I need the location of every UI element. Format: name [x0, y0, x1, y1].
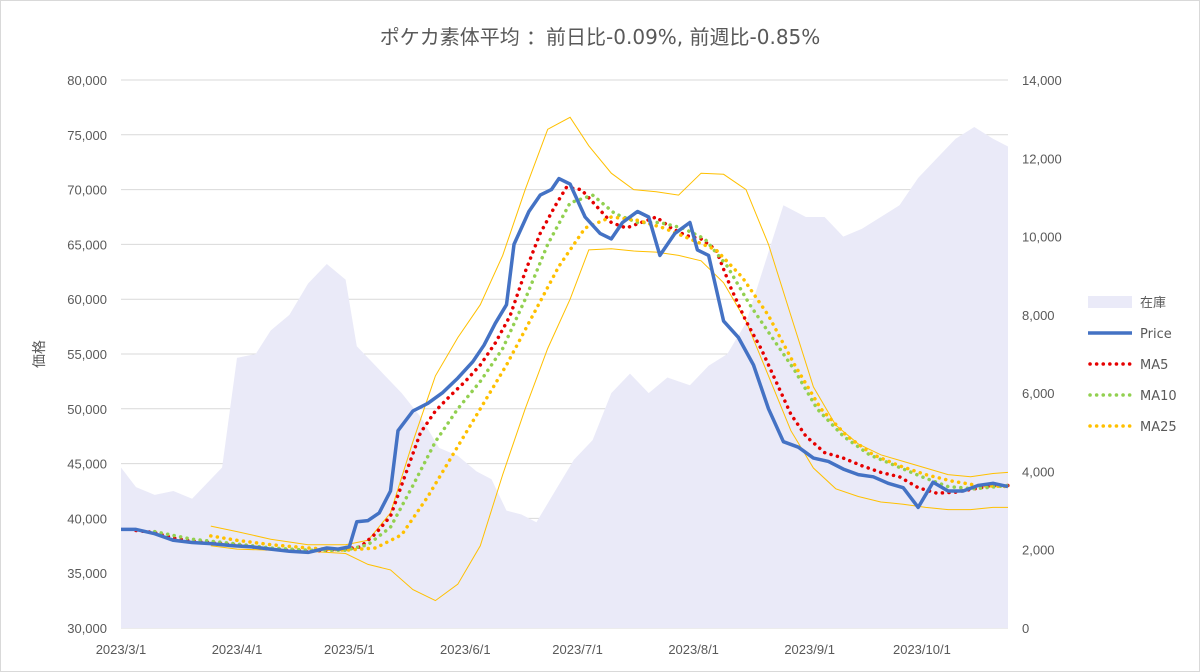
price-layer — [121, 176, 1009, 555]
y-tick-label: 30,000 — [67, 621, 107, 636]
y-tick-label: 45,000 — [67, 457, 107, 472]
x-tick-label: 2023/7/1 — [552, 642, 603, 657]
y2-tick-label: 14,000 — [1022, 73, 1062, 88]
x-tick-label: 2023/8/1 — [668, 642, 719, 657]
right-axis-ticks: 14,000 12,000 10,000 8,000 6,000 4,000 2,000 0 — [1022, 73, 1062, 636]
y2-tick-label: 4,000 — [1022, 464, 1055, 479]
series-band-line — [210, 248, 1008, 602]
x-tick-label: 2023/6/1 — [440, 642, 491, 657]
series-price-line — [121, 176, 1009, 555]
y-tick-label: 55,000 — [67, 347, 107, 362]
y2-tick-label: 6,000 — [1022, 386, 1055, 401]
y-tick-label: 65,000 — [67, 237, 107, 252]
y-tick-label: 80,000 — [67, 73, 107, 88]
y-tick-label: 75,000 — [67, 128, 107, 143]
y-tick-label: 60,000 — [67, 292, 107, 307]
chart-title: ポケカ素体平均 ：前日比-0.09%, 前週比-0.85% — [380, 25, 821, 49]
x-tick-label: 2023/4/1 — [212, 642, 263, 657]
band-layer — [210, 116, 1009, 602]
series-inventory-area — [121, 127, 1008, 628]
legend-label: Price — [1140, 327, 1172, 342]
x-tick-label: 2023/10/1 — [893, 642, 951, 657]
y2-tick-label: 10,000 — [1022, 230, 1062, 245]
y2-tick-label: 0 — [1022, 621, 1029, 636]
legend-label: MA5 — [1140, 358, 1168, 373]
x-tick-label: 2023/5/1 — [324, 642, 375, 657]
y-tick-label: 40,000 — [67, 511, 107, 526]
legend-label: 在庫 — [1140, 296, 1166, 311]
y-tick-label: 35,000 — [67, 566, 107, 581]
legend-label: MA25 — [1140, 420, 1177, 435]
series-ma25-line — [209, 215, 1010, 552]
y2-tick-label: 8,000 — [1022, 308, 1055, 323]
x-tick-label: 2023/9/1 — [784, 642, 835, 657]
series-band-line — [210, 116, 1009, 546]
y-axis-label: 価格 — [32, 340, 48, 368]
legend-label: MA10 — [1140, 389, 1177, 404]
y2-tick-label: 2,000 — [1022, 543, 1055, 558]
x-axis-ticks: 2023/3/1 2023/4/1 2023/5/1 2023/6/1 2023/7/1… — [96, 642, 951, 657]
legend: 在庫 Price MA5 MA10 MA25 — [1088, 296, 1177, 435]
y-tick-label: 70,000 — [67, 183, 107, 198]
y2-tick-label: 12,000 — [1022, 151, 1062, 166]
y-tick-label: 50,000 — [67, 402, 107, 417]
legend-swatch-inventory — [1088, 296, 1132, 308]
series-ma10-line — [152, 193, 1010, 552]
x-tick-label: 2023/3/1 — [96, 642, 147, 657]
left-axis-ticks: 80,000 75,000 70,000 65,000 60,000 55,000 50,0… — [67, 73, 107, 636]
inventory-area-layer — [121, 127, 1008, 628]
